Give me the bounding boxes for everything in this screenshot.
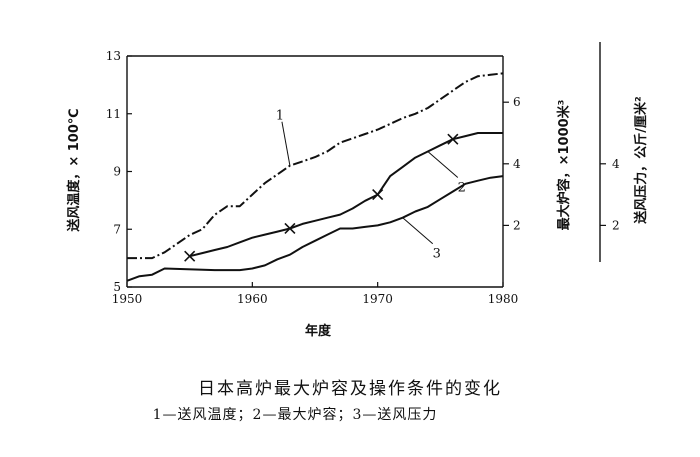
series-2-leader (427, 151, 459, 178)
right-axis-1-title: 最大炉容，×1000米³ (556, 100, 572, 231)
series-3-leader (402, 217, 434, 245)
series-lines (126, 72, 504, 282)
series-1-tag: 1 (276, 109, 284, 124)
left-tick-label: 5 (113, 280, 121, 294)
figure-legend: 1—送风温度；2—最大炉容；3—送风压力 (152, 407, 438, 423)
x-tick-label: 1980 (488, 292, 519, 306)
series-2-marker (372, 189, 384, 201)
tick-labels: 1950 1960 1970 1980 5 7 9 11 13 2 4 6 2 4 1 2 3 (106, 49, 620, 306)
right-1-tick-label: 6 (513, 95, 521, 109)
series-1-leader (281, 121, 291, 166)
x-tick-label: 1960 (237, 292, 268, 306)
left-tick-label: 7 (113, 222, 121, 236)
series-2-tag: 2 (458, 180, 466, 195)
right-2-tick-label: 2 (612, 218, 620, 232)
series-3-line (126, 175, 504, 282)
left-tick-label: 13 (106, 49, 121, 63)
left-tick-label: 11 (106, 107, 121, 121)
x-tick-label: 1950 (112, 292, 143, 306)
plot-frame (126, 42, 606, 288)
series-2-line (189, 132, 503, 258)
series-2-marker (447, 133, 459, 145)
series-2-marker (184, 250, 196, 262)
right-1-tick-label: 2 (513, 218, 521, 232)
series-2-marker (284, 222, 296, 235)
right-2-tick-label: 4 (612, 157, 620, 171)
x-tick-label: 1970 (362, 292, 393, 306)
left-axis-title: 送风温度，× 100℃ (66, 108, 82, 232)
figure-title: 日本高炉最大炉容及操作条件的变化 (198, 379, 502, 399)
series-3-tag: 3 (433, 247, 441, 262)
right-axis-2-title: 送风压力，公斤/厘米² (633, 96, 649, 224)
x-axis-title: 年度 (305, 323, 332, 339)
left-tick-label: 9 (113, 165, 121, 179)
series-1-line (127, 72, 504, 260)
right-1-tick-label: 4 (513, 157, 521, 171)
